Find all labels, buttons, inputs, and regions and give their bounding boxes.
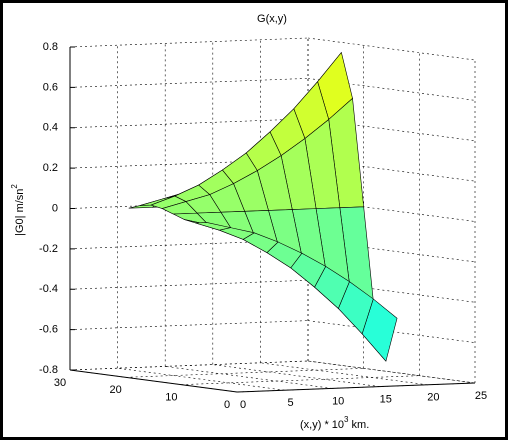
grid-line <box>307 78 476 101</box>
x-axis-label-text: (x,y) * 10 <box>300 419 344 431</box>
z-axis-label: |G0| m/sn2 <box>10 184 26 236</box>
grid-line <box>212 364 380 387</box>
x-axis-label: (x,y) * 103 km. <box>300 415 369 431</box>
grid-line <box>307 320 476 343</box>
z-tick-label: -0.8 <box>39 364 58 376</box>
z-axis-label-text: |G0| m/sn <box>14 189 26 236</box>
grid-line <box>260 362 428 386</box>
x-tick-label: 15 <box>380 394 392 406</box>
z-tick-label: -0.6 <box>39 324 58 336</box>
z-tick-label: 0.4 <box>43 122 58 134</box>
z-tick-label: 0.2 <box>43 162 58 174</box>
chart-title: G(x,y) <box>257 13 287 25</box>
grid-line <box>117 367 285 391</box>
y-tick-label: 0 <box>224 399 230 411</box>
grid-line <box>307 360 476 384</box>
grid-line <box>307 239 476 263</box>
grid-line <box>165 366 333 389</box>
z-tick-label: 0.8 <box>43 41 58 53</box>
grid-line <box>307 199 476 222</box>
grid-line <box>307 360 476 384</box>
z-tick-label: -0.2 <box>39 243 58 255</box>
x-axis-label-unit: km. <box>348 419 369 431</box>
x-axis <box>236 382 476 393</box>
y-tick-label: 10 <box>165 392 177 404</box>
y-tick-label: 30 <box>54 377 66 389</box>
surface-face <box>195 222 231 231</box>
x-tick-label: 5 <box>288 397 294 409</box>
y-axis <box>69 369 238 393</box>
grid-line <box>307 118 476 142</box>
x-axis-label-sup: 3 <box>344 415 349 424</box>
z-tick-label: 0.6 <box>43 81 58 93</box>
y-tick-label: 20 <box>110 384 122 396</box>
grid-line <box>307 279 476 303</box>
x-tick-label: 25 <box>475 390 487 402</box>
z-axis-label-sup: 2 <box>10 184 19 189</box>
x-tick-label: 10 <box>332 395 344 407</box>
x-tick-label: 0 <box>240 399 246 411</box>
z-tick-label: -0.4 <box>39 283 58 295</box>
x-tick-label: 20 <box>427 392 439 404</box>
grid-line <box>307 37 476 61</box>
grid-line <box>307 158 476 182</box>
z-tick-label: 0 <box>52 202 58 214</box>
